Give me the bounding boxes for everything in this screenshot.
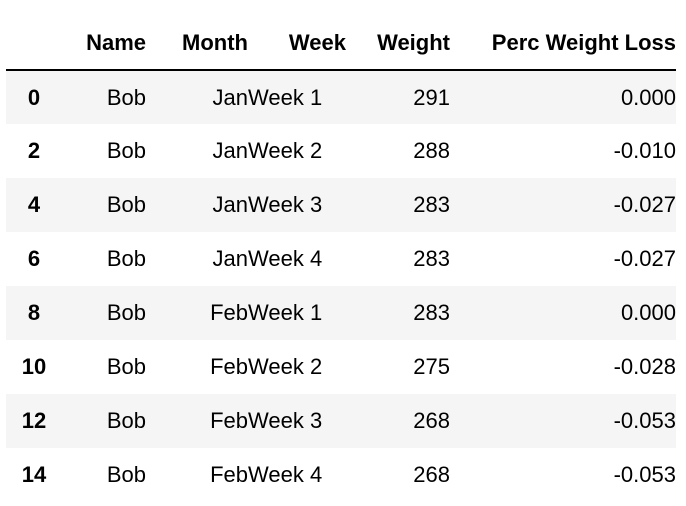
cell-weight: 283	[413, 300, 450, 325]
dataframe-table: Name Month Week Weight Perc Weight Loss …	[6, 16, 676, 502]
table-row: 8 Bob Feb Week 1 283 0.000	[6, 286, 676, 340]
cell-perc-weight-loss: 0.000	[620, 84, 676, 110]
table-row: 12 Bob Feb Week 3 268 -0.053	[6, 394, 676, 448]
cell-name: Bob	[106, 246, 146, 271]
cell-week: Week 3	[248, 192, 323, 217]
cell-month: Feb	[210, 300, 248, 325]
cell-week: Week 4	[248, 246, 323, 271]
row-index: 2	[27, 138, 41, 163]
table-row: 0 Bob Jan Week 1 291 0.000	[6, 70, 676, 124]
cell-weight: 291	[413, 84, 450, 110]
cell-perc-weight-loss: -0.028	[613, 354, 676, 379]
header-week: Week	[248, 16, 346, 71]
table-row: 14 Bob Feb Week 4 268 -0.053	[6, 448, 676, 502]
header-month: Month	[146, 16, 248, 71]
cell-name: Bob	[106, 84, 146, 110]
cell-week: Week 1	[248, 300, 323, 325]
row-index: 14	[21, 462, 47, 487]
cell-name: Bob	[106, 462, 146, 487]
row-index: 10	[21, 354, 47, 379]
row-index: 12	[21, 408, 47, 433]
cell-name: Bob	[106, 192, 146, 217]
cell-month: Feb	[210, 408, 248, 433]
cell-perc-weight-loss: -0.027	[613, 246, 676, 271]
cell-month: Jan	[212, 246, 248, 271]
cell-name: Bob	[106, 300, 146, 325]
header-index	[6, 16, 62, 71]
cell-name: Bob	[106, 138, 146, 163]
cell-week: Week 3	[248, 408, 323, 433]
cell-name: Bob	[106, 408, 146, 433]
cell-weight: 268	[413, 462, 450, 487]
header-perc-weight-loss: Perc Weight Loss	[450, 16, 676, 71]
cell-month: Jan	[212, 138, 248, 163]
header-name: Name	[62, 16, 146, 71]
cell-week: Week 4	[248, 462, 323, 487]
row-index: 8	[27, 300, 41, 325]
cell-weight: 268	[413, 408, 450, 433]
cell-week: Week 2	[248, 354, 323, 379]
table-row: 2 Bob Jan Week 2 288 -0.010	[6, 124, 676, 178]
cell-perc-weight-loss: -0.053	[613, 462, 676, 487]
row-index: 4	[27, 192, 41, 217]
table-row: 4 Bob Jan Week 3 283 -0.027	[6, 178, 676, 232]
cell-week: Week 2	[248, 138, 323, 163]
cell-month: Jan	[212, 192, 248, 217]
cell-perc-weight-loss: 0.000	[620, 300, 676, 325]
cell-week: Week 1	[248, 84, 323, 110]
cell-weight: 283	[413, 192, 450, 217]
cell-perc-weight-loss: -0.053	[613, 408, 676, 433]
table-header: Name Month Week Weight Perc Weight Loss	[6, 16, 676, 71]
row-index: 6	[27, 246, 41, 271]
cell-name: Bob	[106, 354, 146, 379]
header-row: Name Month Week Weight Perc Weight Loss	[6, 16, 676, 71]
table-body: 0 Bob Jan Week 1 291 0.000 2 Bob Jan Wee…	[6, 70, 676, 502]
cell-month: Jan	[212, 84, 248, 110]
table-row: 6 Bob Jan Week 4 283 -0.027	[6, 232, 676, 286]
cell-perc-weight-loss: -0.010	[613, 138, 676, 163]
cell-weight: 288	[413, 138, 450, 163]
cell-weight: 275	[413, 354, 450, 379]
cell-month: Feb	[210, 462, 248, 487]
row-index: 0	[27, 84, 41, 110]
cell-weight: 283	[413, 246, 450, 271]
header-weight: Weight	[346, 16, 450, 71]
table-row: 10 Bob Feb Week 2 275 -0.028	[6, 340, 676, 394]
cell-month: Feb	[210, 354, 248, 379]
cell-perc-weight-loss: -0.027	[613, 192, 676, 217]
